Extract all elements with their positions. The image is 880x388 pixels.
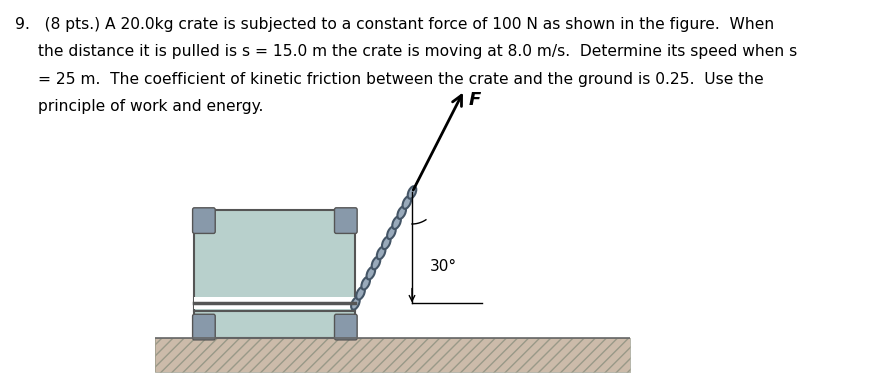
Ellipse shape	[392, 217, 401, 229]
Ellipse shape	[387, 227, 396, 239]
Ellipse shape	[402, 196, 411, 209]
Ellipse shape	[356, 287, 365, 300]
Text: F: F	[468, 91, 480, 109]
Ellipse shape	[367, 267, 375, 279]
FancyBboxPatch shape	[193, 208, 216, 234]
Ellipse shape	[377, 247, 385, 259]
FancyBboxPatch shape	[334, 208, 357, 234]
FancyBboxPatch shape	[334, 314, 357, 340]
Ellipse shape	[382, 237, 391, 249]
Ellipse shape	[351, 297, 360, 310]
Bar	[155, 338, 630, 372]
Text: principle of work and energy.: principle of work and energy.	[38, 99, 263, 114]
Text: 9.   (8 pts.) A 20.0kg crate is subjected to a constant force of 100 N as shown : 9. (8 pts.) A 20.0kg crate is subjected …	[15, 17, 774, 31]
Bar	[155, 338, 630, 372]
Ellipse shape	[407, 186, 416, 199]
Text: the distance it is pulled is s = 15.0 m the crate is moving at 8.0 m/s.  Determi: the distance it is pulled is s = 15.0 m …	[38, 44, 797, 59]
Bar	[194, 303, 356, 338]
Ellipse shape	[362, 277, 370, 289]
Text: 30°: 30°	[429, 259, 457, 274]
FancyBboxPatch shape	[193, 314, 216, 340]
Ellipse shape	[371, 257, 380, 269]
Bar	[194, 210, 356, 303]
Ellipse shape	[398, 206, 406, 219]
Bar	[194, 298, 356, 309]
Text: = 25 m.  The coefficient of kinetic friction between the crate and the ground is: = 25 m. The coefficient of kinetic frict…	[38, 72, 763, 87]
